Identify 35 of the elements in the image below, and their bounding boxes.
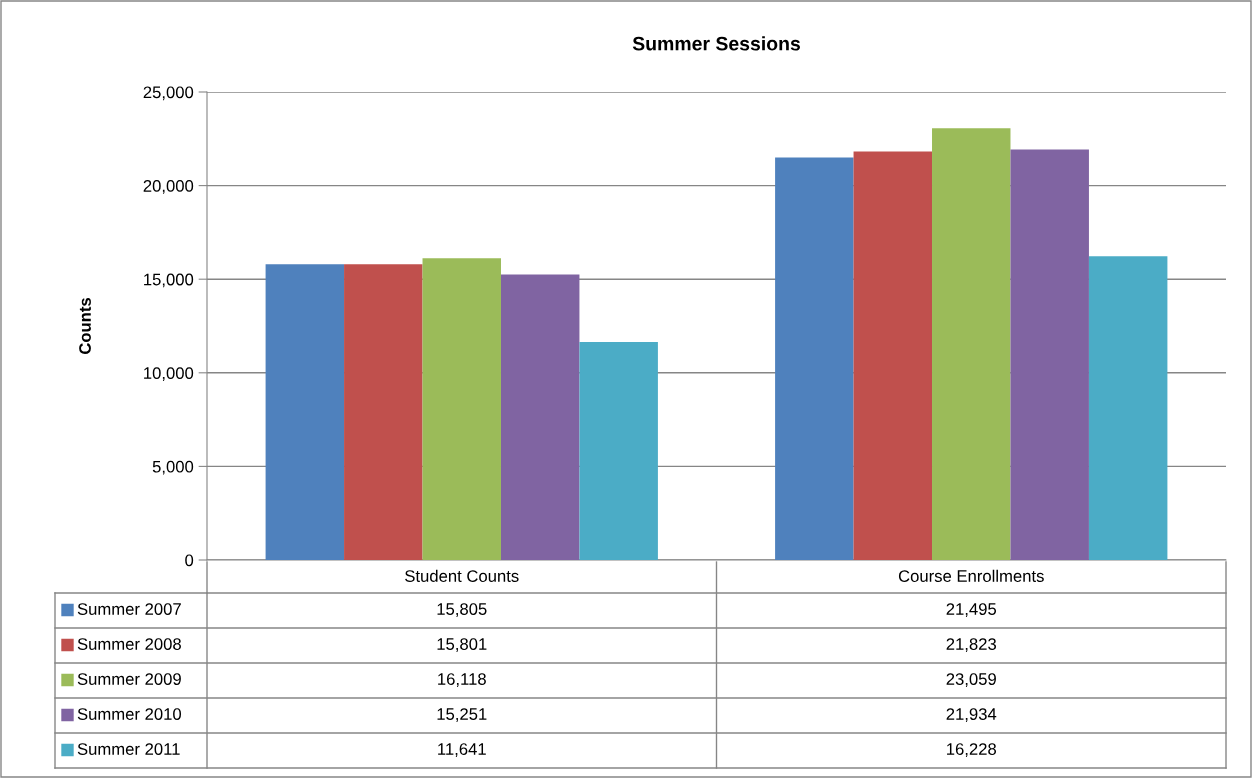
legend-label: Summer 2008 [77,638,181,650]
legend-label: Summer 2007 [77,603,181,615]
x-tick-label: Course Enrollments [898,569,1044,582]
data-label: 15,801 [437,638,487,652]
bar [579,342,658,560]
legend-label: Summer 2011 [77,743,180,755]
data-label: 16,118 [438,673,486,687]
y-tick-label: 20,000 [143,180,194,194]
bar [265,264,345,560]
y-tick-label: 15,000 [144,273,194,288]
legend-label: Summer 2010 [77,708,182,720]
y-axis-title: Counts [79,297,91,355]
legend-label: Summer 2009 [77,673,181,685]
data-label: 16,228 [947,743,997,757]
y-tick-label: 5,000 [152,460,194,475]
data-label: 11,641 [438,743,486,757]
bar [422,258,501,560]
y-tick-label: 10,000 [144,367,194,381]
data-label: 15,251 [437,708,487,722]
bar [775,157,854,560]
data-label: 21,823 [946,638,997,652]
y-tick-label: 0 [185,554,194,567]
bar [1088,256,1168,560]
bar [1010,149,1089,560]
bar [932,128,1011,560]
y-tick-label: 25,000 [143,86,194,101]
chart-title: Summer Sessions [632,36,800,51]
bar [344,264,423,560]
data-label: 21,934 [946,708,997,722]
data-label: 15,805 [437,603,487,617]
data-label: 21,495 [946,603,997,617]
bar [500,274,580,560]
x-tick-label: Student Counts [405,569,519,582]
data-label: 23,059 [946,673,996,687]
bar [853,151,933,560]
